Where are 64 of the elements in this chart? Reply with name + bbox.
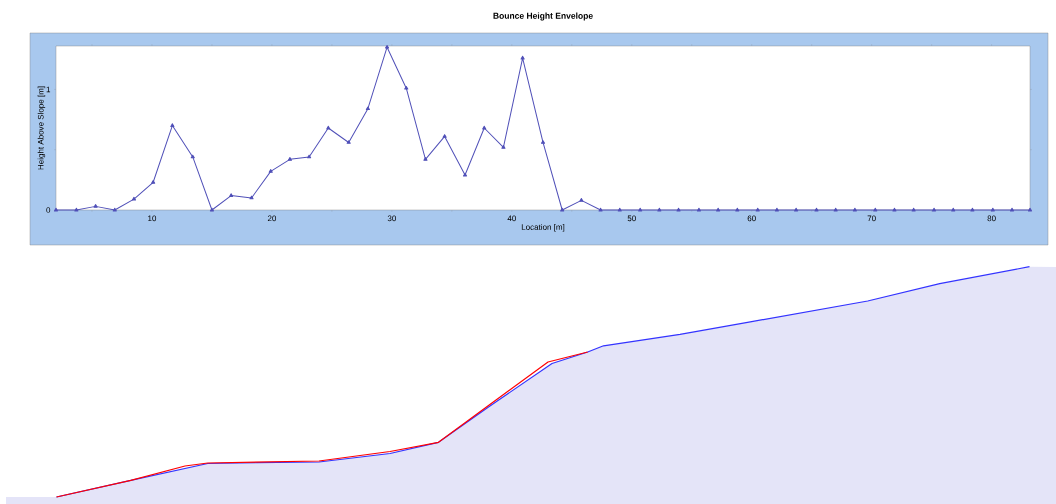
point xyxy=(1027,207,1033,212)
point xyxy=(404,85,409,90)
point xyxy=(307,154,312,159)
x-tick-label: 30 xyxy=(387,215,397,222)
point xyxy=(540,140,546,144)
point xyxy=(520,55,525,60)
chart-title: Bounce Height Envelope xyxy=(493,12,593,21)
point xyxy=(131,196,137,201)
point xyxy=(190,154,195,159)
x-tick-label: 40 xyxy=(507,215,516,222)
x-tick-label: 50 xyxy=(627,215,636,222)
point xyxy=(170,123,175,127)
point xyxy=(833,207,838,212)
point xyxy=(755,207,760,212)
point xyxy=(814,207,819,212)
point xyxy=(774,207,779,212)
point xyxy=(676,207,681,212)
point xyxy=(501,144,506,149)
y-tick-label: 0 xyxy=(46,207,51,213)
point xyxy=(598,207,603,212)
point xyxy=(74,207,79,212)
x-tick-label: 80 xyxy=(987,215,996,222)
point xyxy=(326,125,331,130)
point xyxy=(462,172,468,177)
point xyxy=(970,207,975,212)
point xyxy=(852,207,857,212)
point xyxy=(892,207,897,212)
x-tick-label: 10 xyxy=(148,215,157,222)
point xyxy=(794,207,799,212)
point xyxy=(423,157,428,161)
point xyxy=(696,207,702,212)
point xyxy=(229,193,234,197)
point xyxy=(482,125,487,130)
point xyxy=(346,140,351,144)
point xyxy=(112,207,117,212)
point xyxy=(151,179,156,184)
point xyxy=(53,207,59,212)
y-tick-label: 1 xyxy=(46,86,51,93)
point xyxy=(365,106,370,111)
point xyxy=(579,198,584,202)
point xyxy=(617,207,622,212)
point xyxy=(873,207,878,212)
point xyxy=(951,207,956,212)
x-axis-title: Location [m] xyxy=(521,224,565,232)
point xyxy=(990,207,995,212)
point xyxy=(931,207,937,212)
point xyxy=(268,169,273,173)
point xyxy=(716,207,721,212)
point xyxy=(93,204,98,208)
point xyxy=(911,207,916,212)
point xyxy=(560,207,565,212)
x-tick-label: 20 xyxy=(267,215,277,222)
point xyxy=(638,207,643,212)
point xyxy=(442,134,447,138)
y-axis-title: Height Above Slope [m] xyxy=(37,86,46,170)
x-tick-label: 70 xyxy=(867,215,876,222)
point xyxy=(249,195,254,200)
point xyxy=(385,44,390,49)
point xyxy=(209,207,214,212)
point xyxy=(1009,207,1015,212)
point xyxy=(287,157,292,161)
point xyxy=(657,207,662,212)
x-tick-label: 60 xyxy=(747,215,756,222)
point xyxy=(735,207,740,212)
